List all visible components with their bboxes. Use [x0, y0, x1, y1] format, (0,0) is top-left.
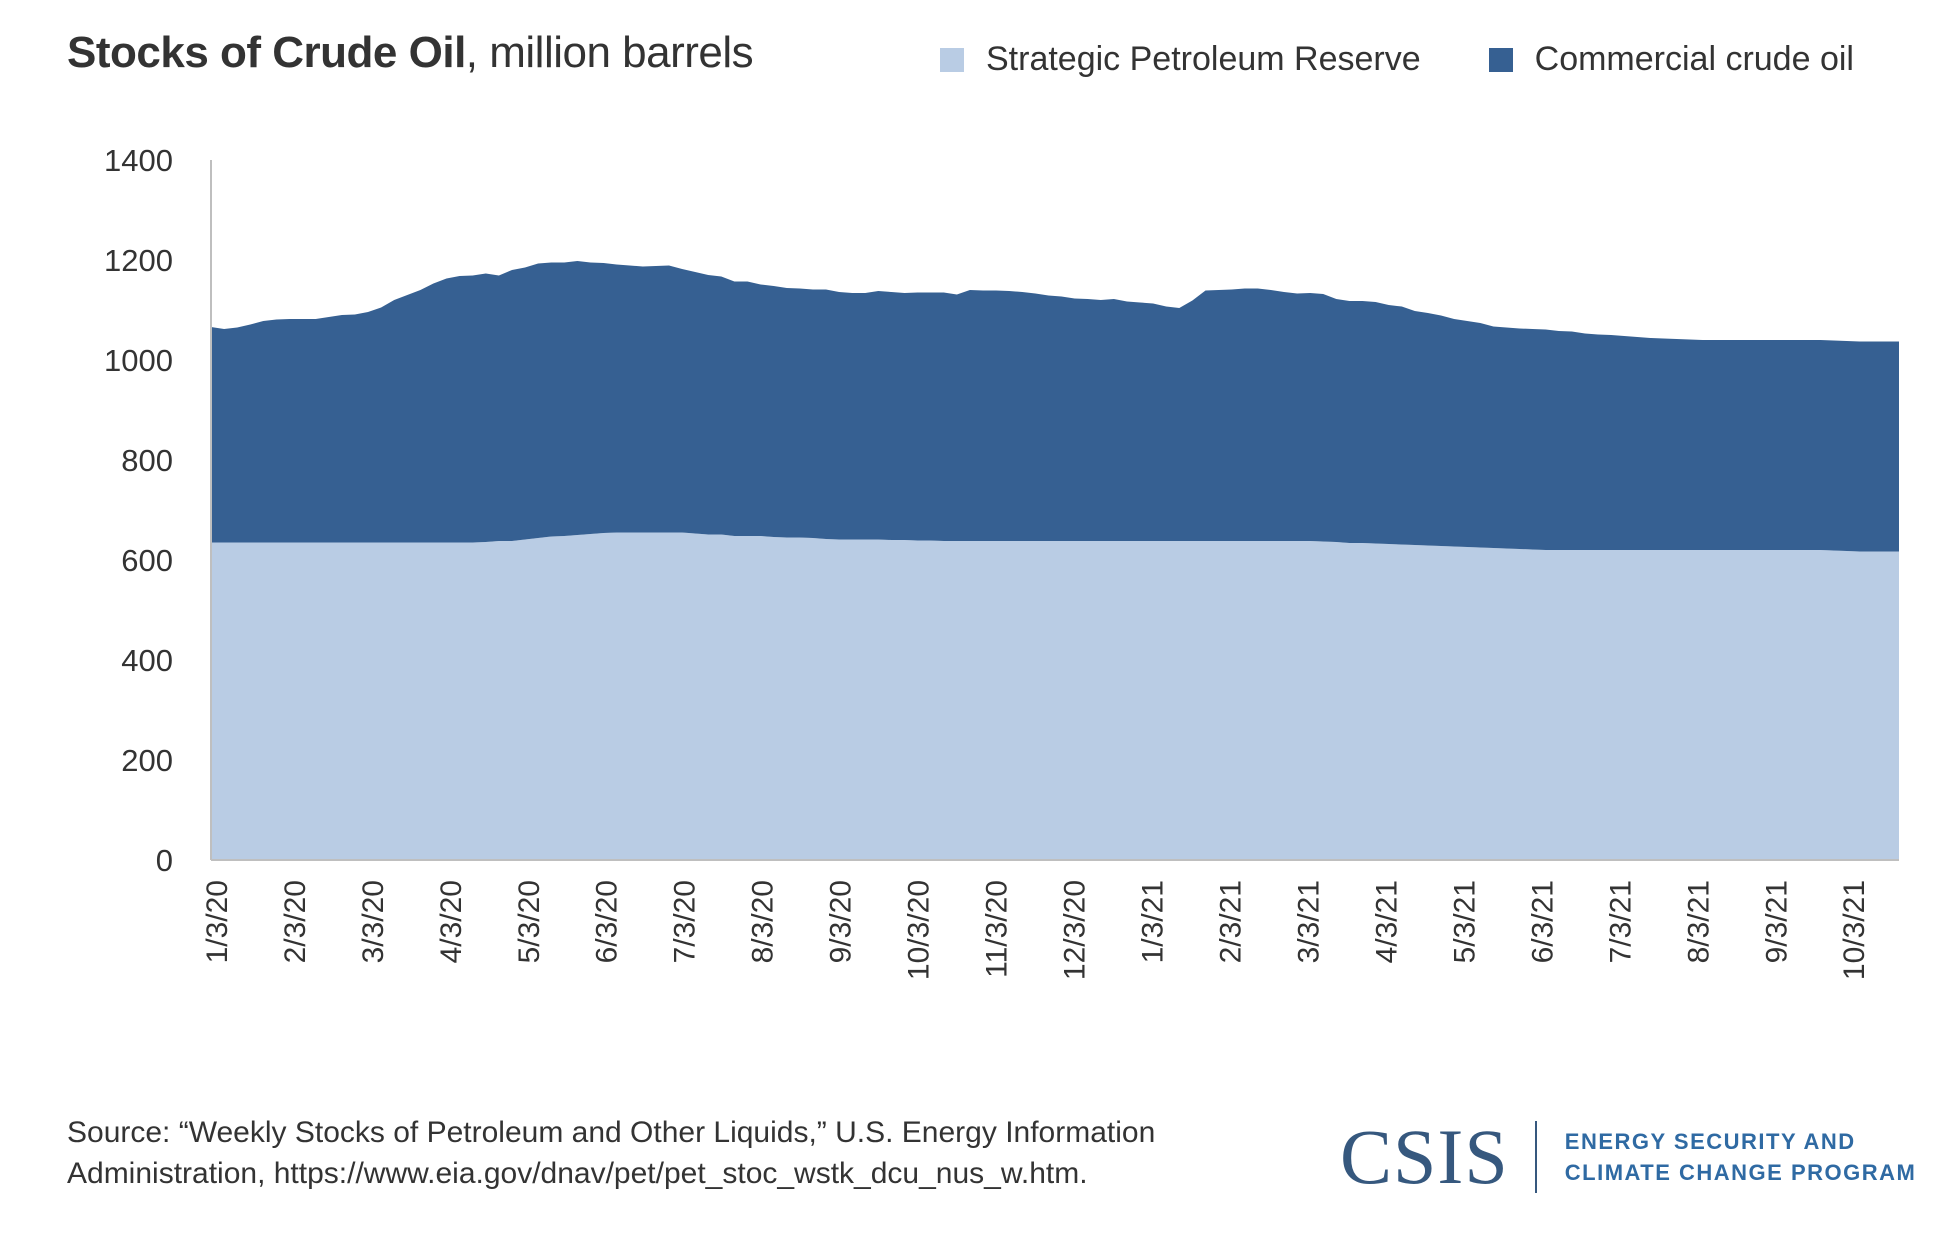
chart-title: Stocks of Crude Oil, million barrels [67, 28, 754, 78]
logo-divider [1534, 1121, 1537, 1193]
program-name: ENERGY SECURITY AND CLIMATE CHANGE PROGR… [1565, 1126, 1917, 1188]
x-tick-label: 5/3/21 [1448, 880, 1481, 963]
program-name-line-1: ENERGY SECURITY AND [1564, 1129, 1856, 1154]
source-line-1: Source: “Weekly Stocks of Petroleum and … [67, 1116, 1156, 1149]
x-tick-label: 7/3/21 [1604, 880, 1637, 963]
y-tick-label: 400 [121, 643, 173, 678]
x-tick-label: 5/3/20 [513, 880, 546, 963]
x-tick-label: 4/3/21 [1370, 880, 1403, 963]
y-tick-label: 1400 [104, 143, 173, 178]
x-tick-label: 6/3/21 [1526, 880, 1559, 963]
x-tick-label: 2/3/20 [279, 880, 312, 963]
legend-label-spr: Strategic Petroleum Reserve [986, 40, 1421, 78]
x-tick-label: 3/3/21 [1292, 880, 1325, 963]
x-tick-label: 8/3/21 [1682, 880, 1715, 963]
area-spr [211, 532, 1899, 860]
x-tick-label: 3/3/20 [357, 880, 390, 963]
csis-logo: CSIS ENERGY SECURITY AND CLIMATE CHANGE … [1340, 1118, 1916, 1196]
x-tick-label: 10/3/21 [1838, 880, 1871, 980]
source-line-2: Administration, https://www.eia.gov/dnav… [67, 1157, 1088, 1190]
y-tick-label: 600 [121, 543, 173, 578]
x-tick-label: 10/3/20 [903, 880, 936, 980]
chart-title-bold: Stocks of Crude Oil [67, 28, 466, 77]
y-tick-label: 800 [121, 443, 173, 478]
y-tick-label: 1000 [104, 343, 173, 378]
x-tick-label: 9/3/21 [1760, 880, 1793, 963]
chart-title-unit: , million barrels [465, 28, 754, 77]
x-tick-label: 4/3/20 [435, 880, 468, 963]
x-tick-label: 11/3/20 [981, 880, 1014, 978]
x-tick-label: 2/3/21 [1215, 880, 1248, 963]
y-tick-label: 200 [121, 743, 173, 778]
legend-swatch-spr [940, 47, 964, 72]
legend: Strategic Petroleum Reserve Commercial c… [940, 40, 1922, 79]
csis-wordmark: CSIS [1340, 1113, 1509, 1200]
x-tick-label: 8/3/20 [747, 880, 780, 963]
x-tick-label: 1/3/21 [1137, 880, 1170, 963]
x-tick-label: 9/3/20 [825, 880, 858, 963]
legend-item-spr: Strategic Petroleum Reserve [940, 40, 1421, 79]
y-tick-label: 0 [156, 843, 173, 878]
x-tick-label: 1/3/20 [201, 880, 234, 963]
program-name-line-2: CLIMATE CHANGE PROGRAM [1564, 1160, 1917, 1185]
x-tick-label: 7/3/20 [669, 880, 702, 963]
source-note: Source: “Weekly Stocks of Petroleum and … [67, 1112, 1267, 1194]
legend-label-commercial: Commercial crude oil [1534, 40, 1854, 78]
legend-item-commercial: Commercial crude oil [1488, 40, 1854, 79]
y-tick-label: 1200 [104, 243, 173, 278]
legend-swatch-commercial [1488, 47, 1513, 72]
area-commercial [211, 261, 1899, 552]
x-tick-label: 6/3/20 [591, 880, 624, 963]
x-tick-label: 12/3/20 [1059, 880, 1092, 980]
